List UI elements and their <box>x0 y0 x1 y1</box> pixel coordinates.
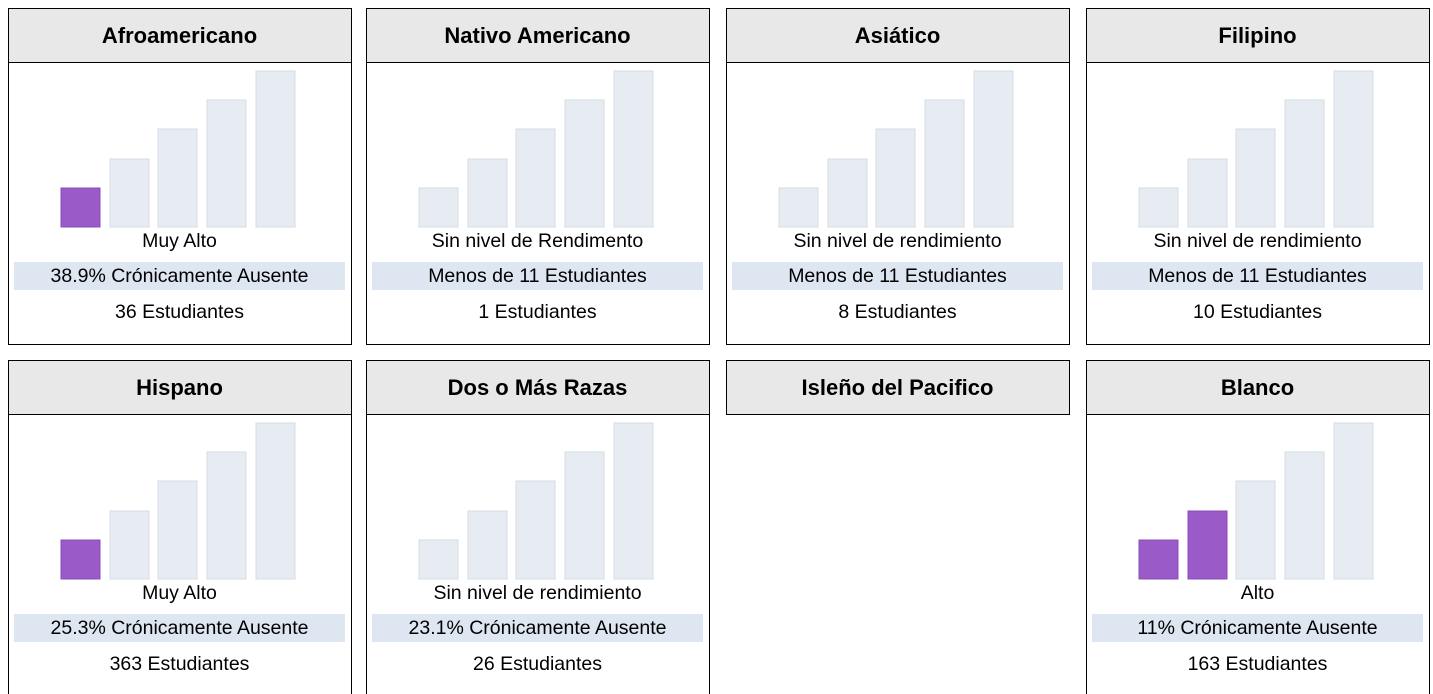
level-bar <box>564 99 605 228</box>
students-label: 1 Estudiantes <box>478 301 596 323</box>
level-bar-filled <box>1187 510 1228 580</box>
students-label: 26 Estudiantes <box>473 653 602 675</box>
card-title: Isleño del Pacifico <box>802 375 994 400</box>
level-bar-filled <box>1138 539 1179 580</box>
card: Dos o Más Razas Sin nivel de rendimiento 2… <box>366 360 710 694</box>
absent-label: Menos de 11 Estudiantes <box>428 265 647 287</box>
card-header <box>366 360 710 415</box>
level-bar <box>157 480 198 580</box>
absent-band <box>372 262 703 290</box>
absent-band <box>1092 614 1423 642</box>
level-label: Sin nivel de rendimiento <box>433 582 641 604</box>
card-header <box>726 360 1070 415</box>
absent-band <box>732 262 1063 290</box>
absent-band <box>1092 262 1423 290</box>
level-bar <box>515 480 556 580</box>
card-title: Hispano <box>136 375 223 400</box>
level-label: Sin nivel de Rendimento <box>432 230 644 252</box>
card: Hispano Muy Alto 25.3% Crónicamente Ausent… <box>8 360 352 694</box>
level-bar <box>206 451 247 580</box>
level-bar <box>418 187 459 228</box>
level-label: Sin nivel de rendimiento <box>793 230 1001 252</box>
level-bar <box>924 99 965 228</box>
absent-label: Menos de 11 Estudiantes <box>788 265 1007 287</box>
card-header <box>726 8 1070 63</box>
card-title: Afroamericano <box>102 23 257 48</box>
card: Filipino Sin nivel de rendimiento Menos de… <box>1086 8 1430 345</box>
level-bar <box>973 70 1014 228</box>
level-bar <box>1284 451 1325 580</box>
students-label: 10 Estudiantes <box>1193 301 1322 323</box>
absent-band <box>14 614 345 642</box>
card-title: Filipino <box>1218 23 1296 48</box>
card: Nativo Americano Sin nivel de Rendimento M… <box>366 8 710 345</box>
level-bar <box>778 187 819 228</box>
card-header <box>8 360 352 415</box>
students-label: 363 Estudiantes <box>110 653 250 675</box>
card-title: Asiático <box>855 23 941 48</box>
card-title: Nativo Americano <box>444 23 630 48</box>
level-bar <box>1333 422 1374 580</box>
card-header <box>1086 360 1430 415</box>
level-bar <box>875 128 916 228</box>
level-bar <box>418 539 459 580</box>
level-bar <box>157 128 198 228</box>
absent-label: 25.3% Crónicamente Ausente <box>51 617 309 639</box>
absent-label: 38.9% Crónicamente Ausente <box>51 265 309 287</box>
students-label: 163 Estudiantes <box>1188 653 1328 675</box>
level-bar <box>467 158 508 228</box>
level-label: Alto <box>1241 582 1275 604</box>
level-bar <box>1235 480 1276 580</box>
absent-band <box>372 614 703 642</box>
absent-label: 11% Crónicamente Ausente <box>1137 617 1377 639</box>
level-bar <box>564 451 605 580</box>
card-title: Dos o Más Razas <box>448 375 628 400</box>
absent-label: Menos de 11 Estudiantes <box>1148 265 1367 287</box>
level-bar <box>613 422 654 580</box>
level-bar <box>1333 70 1374 228</box>
level-bar <box>827 158 868 228</box>
level-bar <box>255 70 296 228</box>
level-bar <box>1235 128 1276 228</box>
level-bar <box>1138 187 1179 228</box>
card-header <box>366 8 710 63</box>
level-bar <box>515 128 556 228</box>
level-bar <box>109 158 150 228</box>
level-bar <box>613 70 654 228</box>
card: Asiático Sin nivel de rendimiento Menos de… <box>726 8 1070 345</box>
level-label: Muy Alto <box>142 582 217 604</box>
card-header <box>1086 8 1430 63</box>
card: Blanco Alto 11% Crónicamente Ausente 163 Es… <box>1086 360 1430 694</box>
absent-label: 23.1% Crónicamente Ausente <box>409 617 667 639</box>
level-bar-filled <box>60 187 101 228</box>
absent-band <box>14 262 345 290</box>
card-title: Blanco <box>1221 375 1294 400</box>
level-label: Muy Alto <box>142 230 217 252</box>
level-bar <box>255 422 296 580</box>
level-bar <box>1284 99 1325 228</box>
students-label: 8 Estudiantes <box>838 301 956 323</box>
card: Afroamericano Muy Alto 38.9% Crónicamente … <box>8 8 352 345</box>
level-bar <box>1187 158 1228 228</box>
level-bar-filled <box>60 539 101 580</box>
students-label: 36 Estudiantes <box>115 301 244 323</box>
card-header <box>8 8 352 63</box>
level-bar <box>206 99 247 228</box>
level-bar <box>109 510 150 580</box>
level-bar <box>467 510 508 580</box>
level-label: Sin nivel de rendimiento <box>1153 230 1361 252</box>
card: Isleño del Pacifico <box>726 360 1070 415</box>
